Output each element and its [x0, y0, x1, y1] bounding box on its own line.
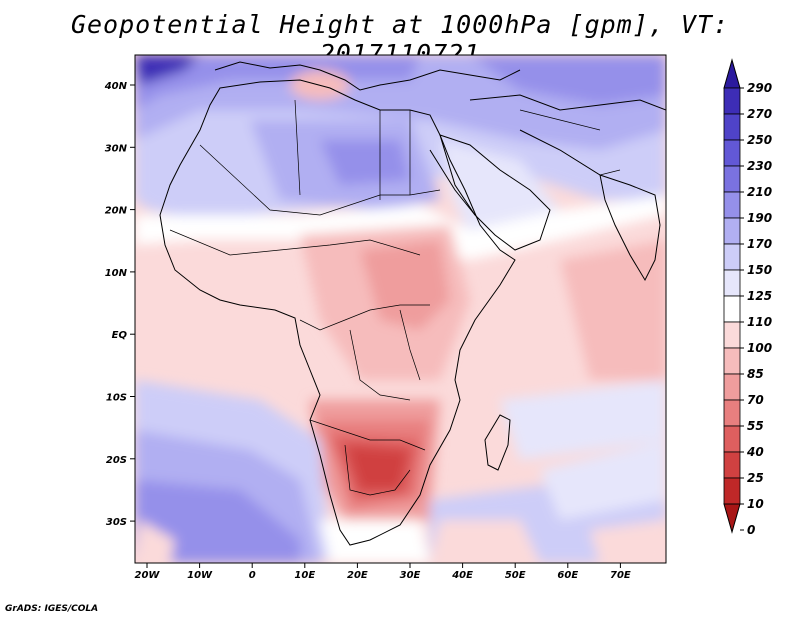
lat-tick-label: 20S: [106, 455, 127, 466]
lat-tick-label: 40N: [104, 81, 128, 92]
colorbar-label: 25: [747, 471, 764, 485]
colorbar-swatch: [723, 165, 741, 193]
colorbar-swatch: [723, 399, 741, 427]
chart-title: Geopotential Height at 1000hPa [gpm], VT…: [70, 10, 730, 68]
lon-tick-label: 0: [249, 570, 256, 581]
colorbar-swatch: [723, 321, 741, 349]
lon-tick-label: 50E: [505, 570, 526, 581]
colorbar-label: 0: [747, 523, 755, 537]
colorbar-label: 250: [747, 133, 772, 147]
height-field: [135, 55, 666, 563]
longitude-axis: 20W 10W 0 10E 20E 30E 40E 50E 60E 70E: [135, 563, 631, 581]
colorbar-swatch: [723, 217, 741, 245]
colorbar-top-arrow: [723, 58, 741, 89]
lon-tick-label: 70E: [610, 570, 631, 581]
lat-tick-label: 10S: [106, 393, 127, 404]
colorbar-swatch: [723, 425, 741, 453]
colorbar-swatch: [723, 295, 741, 323]
colorbar-swatch: [723, 243, 741, 271]
colorbar-label: 290: [747, 81, 772, 95]
colorbar-swatch: [723, 373, 741, 401]
lon-tick-label: 60E: [557, 570, 578, 581]
lon-tick-label: 10W: [187, 570, 213, 581]
colorbar-label: 55: [747, 419, 764, 433]
colorbar-label: 170: [747, 237, 772, 251]
colorbar-label: 85: [747, 367, 764, 381]
lat-tick-label: 20N: [105, 206, 128, 217]
colorbar-label: 110: [747, 315, 772, 329]
colorbar-label: 40: [746, 445, 764, 459]
colorbar-swatch: [723, 269, 741, 297]
plot-frame: [134, 54, 667, 564]
colorbar-label: 150: [747, 263, 772, 277]
colorbar-swatch: [723, 87, 741, 115]
lon-tick-label: 30E: [400, 570, 421, 581]
credit-text: GrADS: IGES/COLA: [5, 604, 99, 614]
country-borders: [169, 99, 621, 496]
lon-tick-label: 20E: [347, 570, 368, 581]
lat-tick-label: EQ: [112, 330, 128, 341]
lat-tick-label: 30N: [105, 143, 128, 154]
colorbar-label: 10: [747, 497, 764, 511]
latitude-axis: 40N 30N 20N 10N EQ 10S 20S 30S: [104, 81, 135, 528]
colorbar-swatch: [723, 113, 741, 141]
colorbar-label: 270: [747, 107, 772, 121]
lon-tick-label: 20W: [135, 570, 161, 581]
colorbar-bottom-arrow: [723, 503, 741, 534]
colorbar-label: 190: [747, 211, 772, 225]
colorbar-swatch: [723, 477, 741, 505]
lat-tick-label: 30S: [106, 517, 127, 528]
colorbar-label: 70: [747, 393, 764, 407]
colorbar-label: 230: [747, 159, 772, 173]
lon-tick-label: 40E: [451, 570, 473, 581]
colorbar-swatch: [723, 451, 741, 479]
colorbar: 2902702502302101901701501251101008570554…: [723, 58, 772, 537]
colorbar-label: 210: [747, 185, 772, 199]
lon-tick-label: 10E: [294, 570, 315, 581]
lat-tick-label: 10N: [105, 268, 128, 279]
colorbar-swatch: [723, 347, 741, 375]
colorbar-label: 125: [747, 289, 772, 303]
colorbar-swatch: [723, 139, 741, 167]
colorbar-swatch: [723, 191, 741, 219]
colorbar-label: 100: [747, 341, 772, 355]
